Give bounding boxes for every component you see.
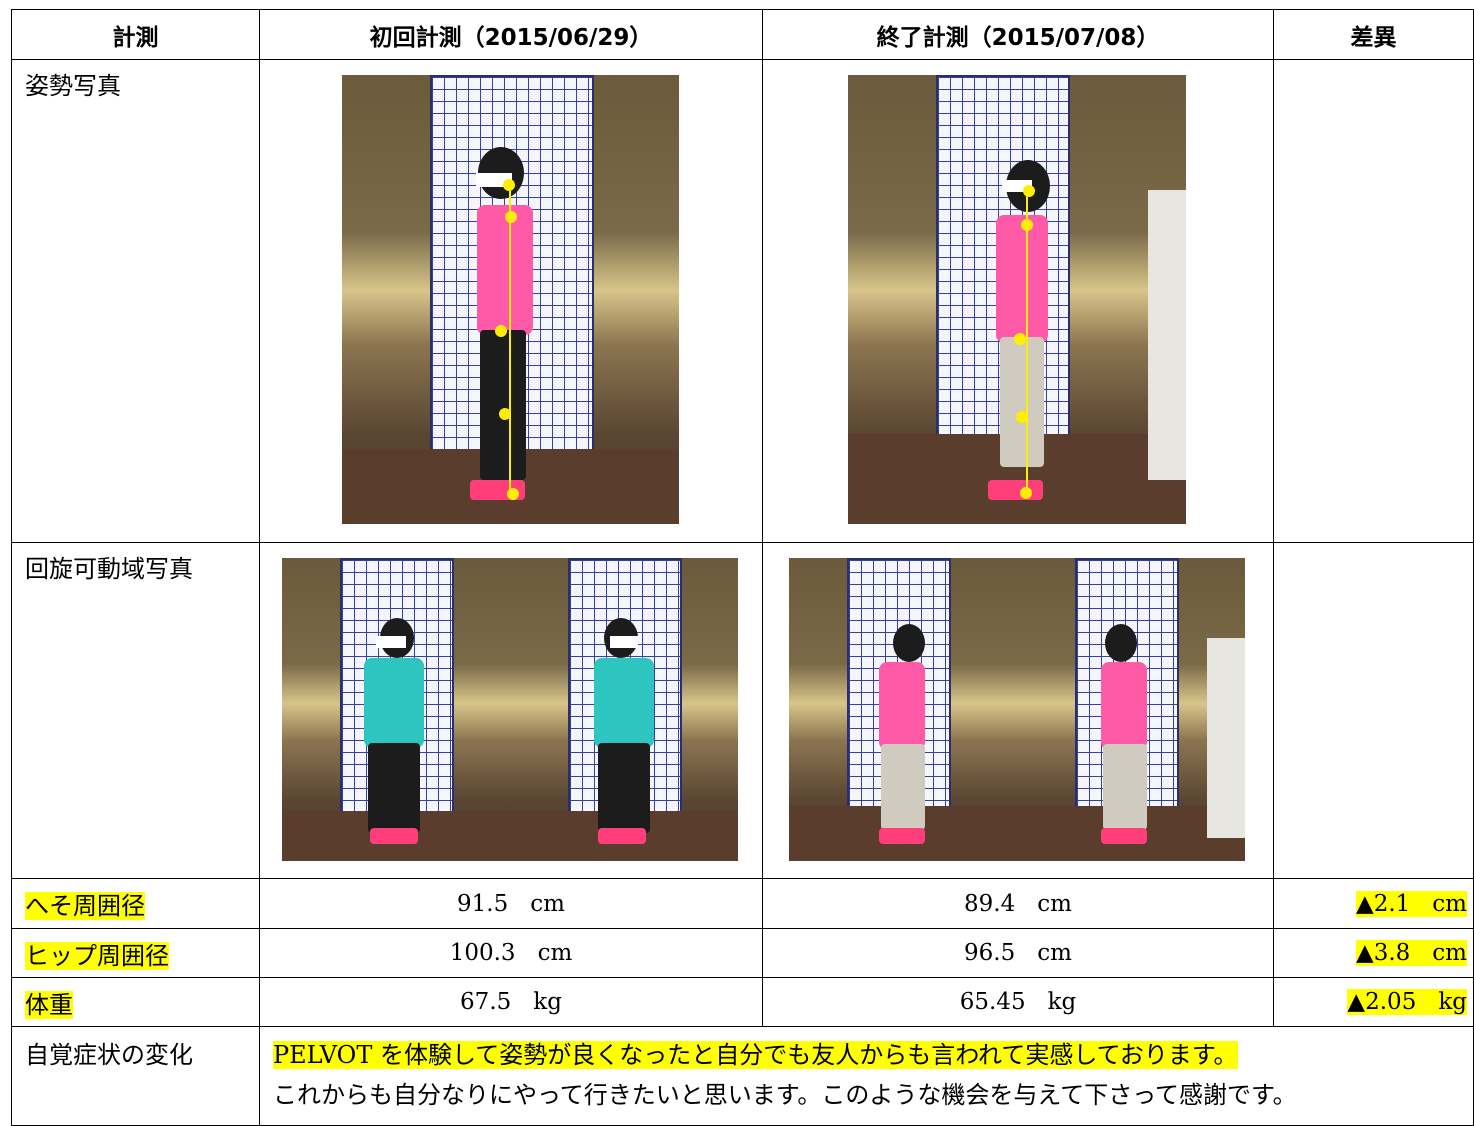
symptoms-line-2: これからも自分なりにやって行きたいと思います。このような機会を与えて下さって感謝… — [273, 1081, 1297, 1109]
navel-label-cell: へそ周囲径 — [11, 878, 260, 929]
rotation-row: 回旋可動域写真 — [11, 542, 1474, 879]
hip-diff-value: ▲3.8 — [1356, 940, 1411, 966]
hip-label-cell: ヒップ周囲径 — [11, 928, 260, 978]
measurement-table: 計測 初回計測（2015/06/29） 終了計測（2015/07/08） 差異 … — [11, 9, 1474, 1126]
posture-row: 姿勢写真 — [11, 59, 1474, 543]
symptoms-line-1: PELVOT を体験して姿勢が良くなったと自分でも友人からも言われて実感しており… — [273, 1041, 1238, 1069]
hip-first-unit: cm — [537, 940, 573, 966]
posture-label: 姿勢写真 — [11, 59, 260, 543]
weight-first-value: 67.5 — [460, 989, 512, 1015]
hip-label: ヒップ周囲径 — [25, 941, 169, 970]
weight-diff-value: ▲2.05 — [1347, 989, 1417, 1015]
weight-first-unit: kg — [533, 989, 562, 1015]
symptoms-label: 自覚症状の変化 — [11, 1026, 260, 1126]
rotation-photo-first-left — [282, 558, 510, 861]
hip-last-value: 96.5 — [964, 940, 1016, 966]
weight-label: 体重 — [25, 990, 73, 1019]
header-diff: 差異 — [1273, 9, 1474, 60]
hip-first-value: 100.3 — [449, 940, 516, 966]
symptoms-text: PELVOT を体験して姿勢が良くなったと自分でも友人からも言われて実感しており… — [259, 1026, 1474, 1126]
rotation-label: 回旋可動域写真 — [11, 542, 260, 879]
hip-diff: ▲3.8 cm — [1273, 928, 1474, 978]
symptoms-row: 自覚症状の変化 PELVOT を体験して姿勢が良くなったと自分でも友人からも言わ… — [11, 1026, 1474, 1126]
weight-last: 65.45 kg — [762, 977, 1274, 1027]
rotation-diff-cell — [1273, 542, 1474, 879]
rotation-photo-first-right — [510, 558, 738, 861]
navel-last-value: 89.4 — [964, 890, 1016, 917]
posture-diff-cell — [1273, 59, 1474, 543]
navel-last: 89.4 cm — [762, 878, 1274, 929]
weight-diff-unit: kg — [1438, 989, 1467, 1015]
posture-photo-first — [342, 75, 679, 524]
header-first: 初回計測（2015/06/29） — [259, 9, 763, 60]
weight-row: 体重 67.5 kg 65.45 kg ▲2.05 kg — [11, 977, 1474, 1027]
hip-last: 96.5 cm — [762, 928, 1274, 978]
header-row: 計測 初回計測（2015/06/29） 終了計測（2015/07/08） 差異 — [11, 9, 1474, 60]
hip-diff-unit: cm — [1432, 940, 1467, 966]
navel-diff: ▲2.1 cm — [1273, 878, 1474, 929]
weight-diff: ▲2.05 kg — [1273, 977, 1474, 1027]
navel-diff-value: ▲2.1 — [1356, 890, 1411, 917]
navel-first-unit: cm — [530, 890, 565, 917]
rotation-photo-last-left — [789, 558, 1017, 861]
navel-diff-unit: cm — [1432, 890, 1467, 917]
navel-first-value: 91.5 — [457, 890, 509, 917]
navel-label: へそ周囲径 — [25, 892, 145, 920]
navel-last-unit: cm — [1037, 890, 1072, 917]
hip-row: ヒップ周囲径 100.3 cm 96.5 cm ▲3.8 cm — [11, 928, 1474, 978]
weight-label-cell: 体重 — [11, 977, 260, 1027]
header-measure: 計測 — [11, 9, 260, 60]
rotation-photo-last-right — [1017, 558, 1245, 861]
navel-row: へそ周囲径 91.5 cm 89.4 cm ▲2.1 cm — [11, 878, 1474, 929]
weight-first: 67.5 kg — [259, 977, 763, 1027]
weight-last-value: 65.45 — [959, 989, 1026, 1015]
hip-last-unit: cm — [1037, 940, 1072, 966]
weight-last-unit: kg — [1047, 989, 1077, 1015]
posture-photo-last — [848, 75, 1186, 524]
navel-first: 91.5 cm — [259, 878, 763, 929]
header-last: 終了計測（2015/07/08） — [762, 9, 1274, 60]
hip-first: 100.3 cm — [259, 928, 763, 978]
